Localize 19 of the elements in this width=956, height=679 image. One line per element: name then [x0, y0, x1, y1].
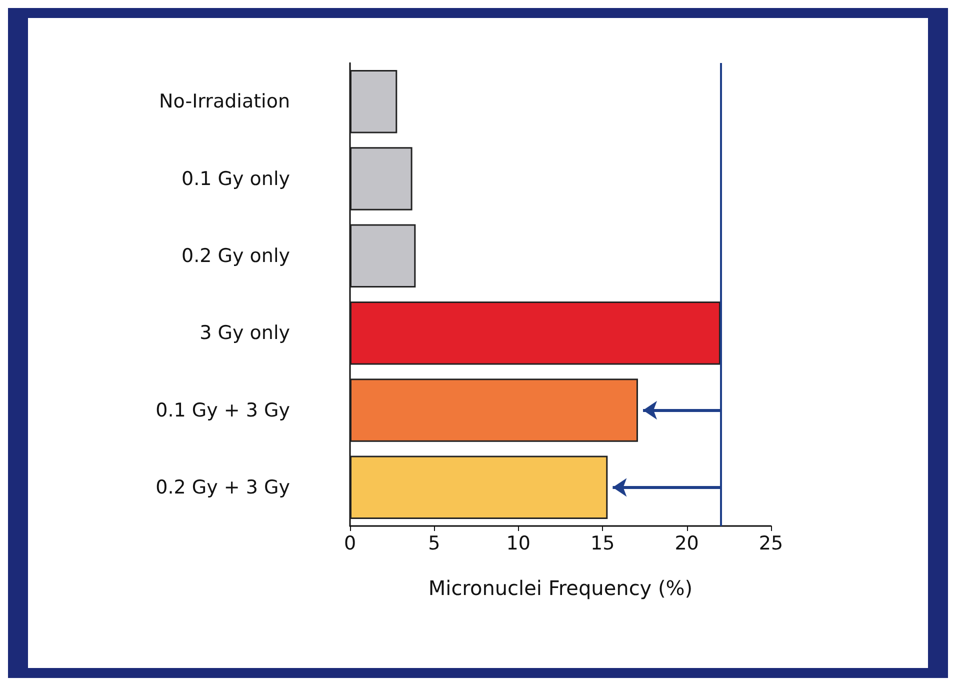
bar	[350, 378, 638, 442]
y-tick-label: 0.2 Gy only	[182, 244, 290, 267]
x-tick-label: 10	[506, 532, 530, 554]
bar	[350, 147, 412, 210]
y-tick-label: 0.1 Gy only	[182, 168, 290, 190]
bar	[350, 456, 608, 520]
bar	[350, 301, 720, 365]
x-tick-label: 5	[428, 532, 440, 554]
x-axis-title: Micronuclei Frequency (%)	[428, 576, 693, 600]
x-tick-label: 25	[758, 532, 784, 554]
y-tick-label: 0.2 Gy + 3 Gy	[156, 476, 290, 498]
x-tick-label: 15	[590, 532, 615, 554]
x-tick-label: 0	[344, 532, 356, 554]
y-tick-label: 3 Gy only	[200, 322, 290, 344]
x-tick-label: 20	[674, 532, 699, 554]
y-tick-label: No-Irradiation	[159, 90, 290, 113]
bar	[350, 70, 398, 134]
bar	[350, 224, 416, 288]
y-tick-label: 0.1 Gy + 3 Gy	[156, 399, 290, 422]
